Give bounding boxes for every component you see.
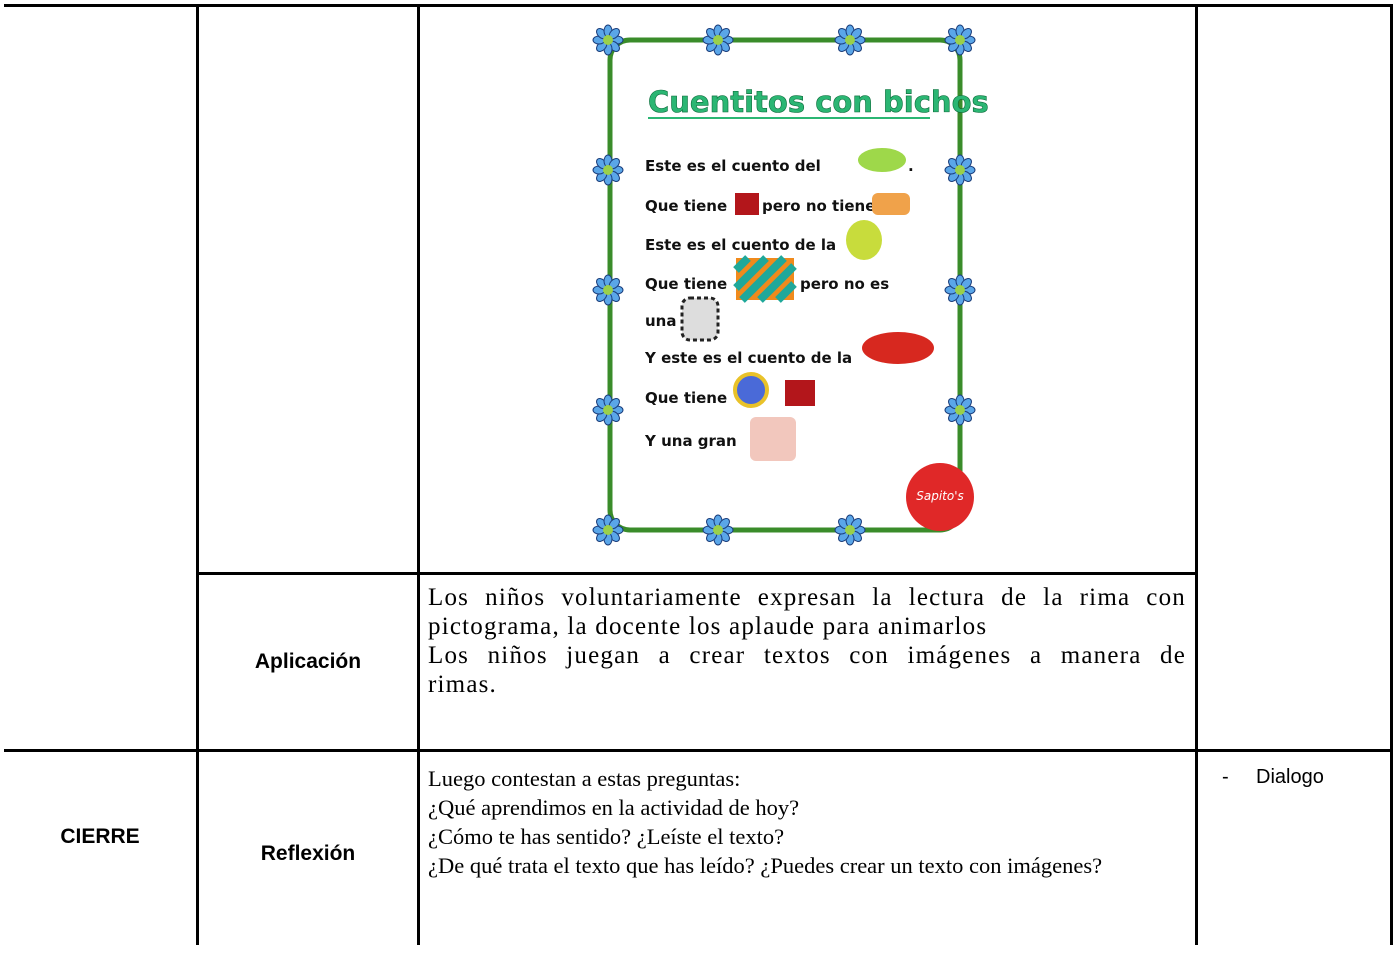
icon-legs	[785, 380, 815, 406]
table-border	[196, 572, 1197, 575]
poster-line: .	[908, 157, 914, 175]
poster-line: Que tiene	[645, 275, 727, 293]
flower-center	[603, 35, 613, 45]
flower-center	[845, 525, 855, 535]
poster-line: pero no tiene	[762, 197, 875, 215]
logo-text: Sapito's	[916, 489, 964, 503]
question: ¿De qué trata el texto que has leído? ¿P…	[428, 853, 1103, 878]
paragraph: Los niños voluntariamente expresan la le…	[428, 584, 1186, 640]
icon-hands	[872, 193, 910, 215]
table-border	[4, 4, 1392, 7]
poster-line: una	[645, 312, 676, 330]
flower-center	[955, 405, 965, 415]
question: ¿Cómo te has sentido? ¿Leíste el texto?	[428, 824, 785, 849]
flower-center	[603, 405, 613, 415]
poster-line: Este es el cuento de la	[645, 236, 836, 254]
flower-center	[955, 165, 965, 175]
poster-line: Y una gran	[644, 432, 737, 450]
activity-text: Los niños voluntariamente expresan la le…	[428, 583, 1186, 699]
poster-line: Y este es el cuento de la	[644, 349, 852, 367]
phase-label: Reflexión	[260, 842, 356, 865]
poster-line: Que tiene	[645, 389, 727, 407]
poster-line: pero no es	[800, 275, 889, 293]
flower-center	[603, 165, 613, 175]
stage-label: CIERRE	[60, 825, 140, 848]
poster-line: Que tiene	[645, 197, 727, 215]
flower-center	[713, 525, 723, 535]
icon-belly	[750, 417, 796, 461]
icon-caterpillar	[858, 148, 906, 172]
resource: Dialogo	[1256, 766, 1324, 788]
icon-snake	[846, 220, 882, 260]
bullet: -	[1222, 766, 1229, 788]
flower-center	[845, 35, 855, 45]
flower-center	[603, 525, 613, 535]
icon-six	[733, 372, 769, 408]
icon-stripes-pattern	[733, 255, 797, 303]
question: Luego contestan a estas preguntas:	[428, 766, 741, 791]
icon-legs	[735, 193, 759, 215]
phase-label: Aplicación	[254, 650, 362, 673]
resource-item: - Dialogo	[1222, 766, 1324, 789]
logo	[906, 463, 974, 531]
table-border	[417, 4, 420, 945]
flower-center	[713, 35, 723, 45]
flower-center	[955, 285, 965, 295]
icon-ant	[862, 332, 934, 364]
flower-center	[955, 35, 965, 45]
table-border	[4, 749, 1393, 752]
flower-center	[603, 285, 613, 295]
poster-title: Cuentitos con bichos	[648, 85, 989, 119]
table-border	[196, 4, 199, 945]
table-border	[1390, 4, 1393, 945]
poster-line: Este es el cuento del	[645, 157, 821, 175]
table-border	[1195, 4, 1198, 945]
paragraph: Los niños juegan a crear textos con imág…	[428, 642, 1186, 698]
icon-zebra	[680, 296, 720, 342]
activity-text: Luego contestan a estas preguntas: ¿Qué …	[428, 764, 1168, 880]
question: ¿Qué aprendimos en la actividad de hoy?	[428, 795, 800, 820]
flower-border	[592, 24, 976, 546]
